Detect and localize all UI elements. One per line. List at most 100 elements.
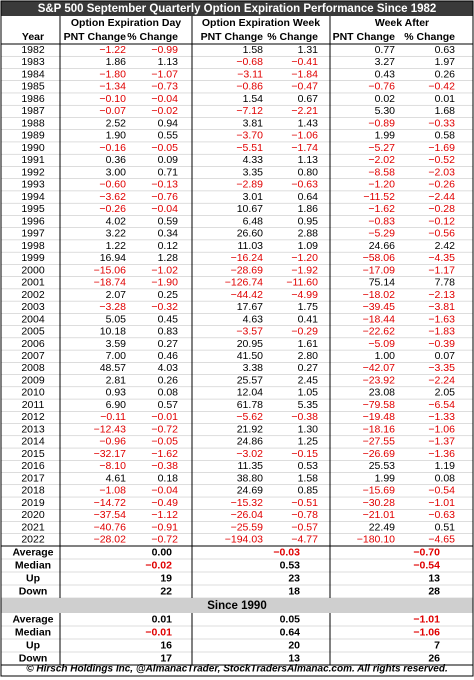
cell: −11.60 [286,277,318,289]
summary-cell: 13 [428,572,440,584]
cell: −0.56 [428,228,455,240]
cell: 0.08 [158,387,179,399]
cell: 1.99 [375,130,396,142]
cell: −0.12 [428,215,455,227]
cell: 0.85 [298,485,319,497]
cell: −3.28 [99,301,126,313]
summary-cell: −0.01 [145,626,172,638]
year: 1989 [21,130,45,142]
cell: 0.46 [158,350,179,362]
year: 2004 [21,313,45,325]
cell: −180.10 [357,534,395,546]
cell: 1.28 [158,252,179,264]
cell: −0.05 [151,436,178,448]
cell: −0.72 [151,423,178,435]
cell: 4.63 [243,313,264,325]
cell: −126.74 [225,277,263,289]
cell: 0.95 [298,215,319,227]
cell: −0.91 [151,521,178,533]
cell: 3.35 [243,166,264,178]
year: 2019 [21,497,45,509]
cell: −0.15 [291,448,318,460]
cell: 2.52 [106,117,127,129]
cell: −3.02 [236,448,263,460]
cell: −14.72 [94,497,127,509]
year: 2010 [21,387,45,399]
cell: 2.45 [298,374,319,386]
cell: −0.39 [428,338,455,350]
cell: 11.03 [238,240,264,252]
cell: 0.34 [158,228,179,240]
cell: 0.53 [298,460,319,472]
cell: −4.77 [291,534,318,546]
cell: −4.99 [291,289,318,301]
cell: −0.33 [428,117,455,129]
year: 1982 [21,44,45,56]
summary-cell: 13 [288,652,300,664]
cell: 1.25 [298,436,319,448]
cell: −12.43 [94,423,127,435]
cell: −0.73 [151,81,178,93]
cell: −0.05 [151,142,178,154]
summary-cell: 20 [288,639,300,651]
cell: 0.25 [158,289,179,301]
cell: −21.01 [363,509,396,521]
cell: −1.80 [99,68,126,80]
summary-cell: 0.64 [280,626,301,638]
cell: 23.08 [369,387,395,399]
cell: 48.57 [100,362,126,374]
summary-cell: −0.54 [413,559,440,571]
section-title: Since 1990 [207,600,266,612]
cell: −5.51 [236,142,263,154]
summary-cell: 16 [160,639,172,651]
cell: −27.55 [363,436,396,448]
cell: −0.54 [428,485,455,497]
year: 2003 [21,301,45,313]
cell: 1.05 [298,387,319,399]
cell: 1.13 [158,56,179,68]
summary-cell: −0.02 [145,559,172,571]
cell: −4.35 [428,252,455,264]
cell: −0.04 [151,485,178,497]
year: 2000 [21,264,45,276]
year: 2002 [21,289,45,301]
cell: −0.83 [368,215,395,227]
year: 1985 [21,81,45,93]
group-header: Option Expiration Week [202,17,320,29]
cell: −1.20 [291,252,318,264]
cell: 3.81 [243,117,264,129]
year: 1992 [21,166,45,178]
cell: −0.76 [151,191,178,203]
year: 2020 [21,509,45,521]
cell: −5.62 [236,411,263,423]
cell: 2.42 [435,240,456,252]
year: 1988 [21,117,45,129]
cell: −0.32 [151,301,178,313]
cell: −15.32 [231,497,264,509]
cell: −28.02 [94,534,127,546]
cell: 4.03 [158,362,179,374]
year: 2001 [21,277,45,289]
summary-cell: −0.70 [413,546,440,558]
cell: −0.28 [428,203,455,215]
cell: 1.75 [298,301,319,313]
summary-cell: 19 [160,572,172,584]
summary-cell: 17 [160,652,172,664]
cell: −0.11 [100,411,126,423]
cell: −1.08 [99,485,126,497]
cell: −0.68 [236,56,263,68]
summary-label: Up [26,572,40,584]
cell: 0.77 [375,44,396,56]
cell: 0.45 [158,313,179,325]
cell: 24.86 [237,436,263,448]
section-bar [1,598,473,613]
cell: −22.62 [363,326,396,338]
cell: 1.58 [243,44,264,56]
footer: © Hirsch Holdings Inc, @AlmanacTrader, S… [26,664,448,675]
summary-cell: −0.03 [273,546,300,558]
cell: −16.24 [231,252,264,264]
cell: 17.67 [237,301,263,313]
cell: −3.57 [236,326,263,338]
cell: −44.42 [231,289,264,301]
